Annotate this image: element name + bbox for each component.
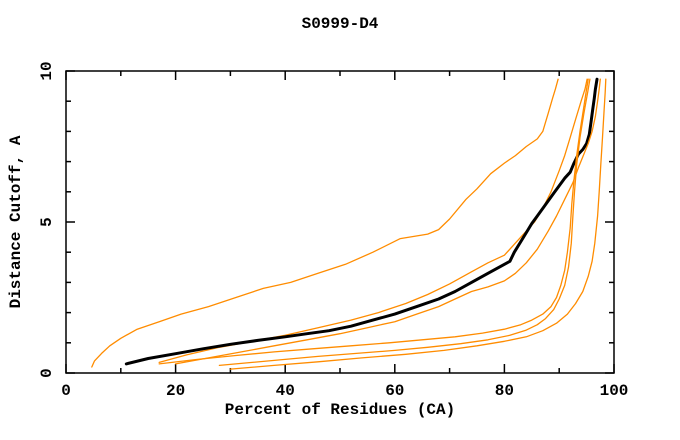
curve-model-orange-flat-2 [218, 78, 591, 367]
x-tick-label: 20 [166, 382, 185, 400]
x-tick-label: 0 [61, 382, 71, 400]
y-tick-label: 0 [38, 368, 56, 378]
y-tick-label: 10 [38, 61, 56, 80]
chart-title: S0999-D4 [302, 15, 379, 33]
curve-model-orange-flat-3 [229, 78, 607, 370]
x-tick-label: 100 [600, 382, 629, 400]
curve-model-orange-high [91, 78, 559, 368]
plot-area: 0 20 40 60 80 100 0 5 10 [38, 61, 628, 400]
x-tick-label: 60 [385, 382, 404, 400]
y-axis-label: Distance Cutoff, A [7, 135, 25, 308]
y-tick-label: 5 [38, 217, 56, 227]
x-axis-label: Percent of Residues (CA) [225, 401, 455, 419]
curve-model-orange-upper [158, 78, 588, 364]
x-tick-label: 40 [276, 382, 295, 400]
curve-highlight-black [124, 77, 599, 366]
x-tick-label: 80 [495, 382, 514, 400]
curve-model-orange-lower [174, 78, 601, 365]
curve-model-orange-flat-1 [158, 78, 589, 365]
